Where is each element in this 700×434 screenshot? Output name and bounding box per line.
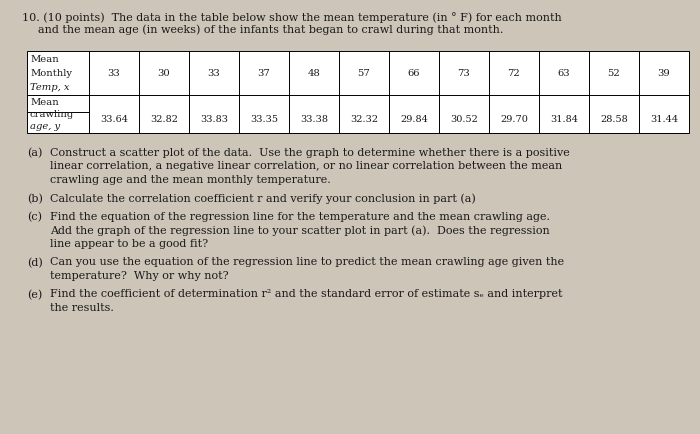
Text: 33: 33 [108,69,120,78]
Text: linear correlation, a negative linear correlation, or no linear correlation betw: linear correlation, a negative linear co… [50,161,562,171]
Text: Construct a scatter plot of the data.  Use the graph to determine whether there : Construct a scatter plot of the data. Us… [50,148,570,158]
Text: Temp, x: Temp, x [30,82,69,91]
Text: 52: 52 [608,69,620,78]
Text: 33.38: 33.38 [300,114,328,123]
Text: 30.52: 30.52 [450,114,478,123]
Text: (b): (b) [27,193,43,204]
Text: 29.84: 29.84 [400,114,428,123]
Text: 48: 48 [307,69,321,78]
Text: 32.32: 32.32 [350,114,378,123]
Text: crawling: crawling [30,110,74,118]
Text: 73: 73 [458,69,470,78]
Text: (c): (c) [27,211,42,222]
Text: crawling age and the mean monthly temperature.: crawling age and the mean monthly temper… [50,174,330,184]
Text: temperature?  Why or why not?: temperature? Why or why not? [50,270,229,280]
Bar [27,52,689,134]
Text: (e): (e) [27,289,42,299]
Text: Add the graph of the regression line to your scatter plot in part (a).  Does the: Add the graph of the regression line to … [50,225,550,236]
Text: 33.83: 33.83 [200,114,228,123]
Text: age, y: age, y [30,122,60,131]
Text: 29.70: 29.70 [500,114,528,123]
Text: Monthly: Monthly [30,69,72,78]
Text: Mean: Mean [30,98,59,107]
Text: 33.35: 33.35 [250,114,278,123]
Text: 10. (10 points)  The data in the table below show the mean temperature (in ° F) : 10. (10 points) The data in the table be… [22,12,561,23]
Text: 33: 33 [208,69,220,78]
Bar [27,52,689,134]
Text: Find the coefficient of determination r² and the standard error of estimate sₑ a: Find the coefficient of determination r²… [50,289,563,299]
Text: (a): (a) [27,148,43,158]
Text: 57: 57 [358,69,370,78]
Text: and the mean age (in weeks) of the infants that began to crawl during that month: and the mean age (in weeks) of the infan… [38,24,503,34]
Text: Find the equation of the regression line for the temperature and the mean crawli: Find the equation of the regression line… [50,211,550,221]
Text: 31.44: 31.44 [650,114,678,123]
Text: 33.64: 33.64 [100,114,128,123]
Text: (d): (d) [27,257,43,267]
Text: line appear to be a good fit?: line appear to be a good fit? [50,238,208,248]
Text: 30: 30 [158,69,170,78]
Text: 72: 72 [508,69,520,78]
Text: 39: 39 [657,69,671,78]
Text: 63: 63 [558,69,570,78]
Text: 32.82: 32.82 [150,114,178,123]
Text: the results.: the results. [50,302,114,312]
Text: 37: 37 [258,69,270,78]
Text: 28.58: 28.58 [600,114,628,123]
Text: Can you use the equation of the regression line to predict the mean crawling age: Can you use the equation of the regressi… [50,257,564,267]
Text: 66: 66 [407,69,420,78]
Text: Mean: Mean [30,55,59,64]
Text: 31.84: 31.84 [550,114,578,123]
Text: Calculate the correlation coefficient r and verify your conclusion in part (a): Calculate the correlation coefficient r … [50,193,476,204]
